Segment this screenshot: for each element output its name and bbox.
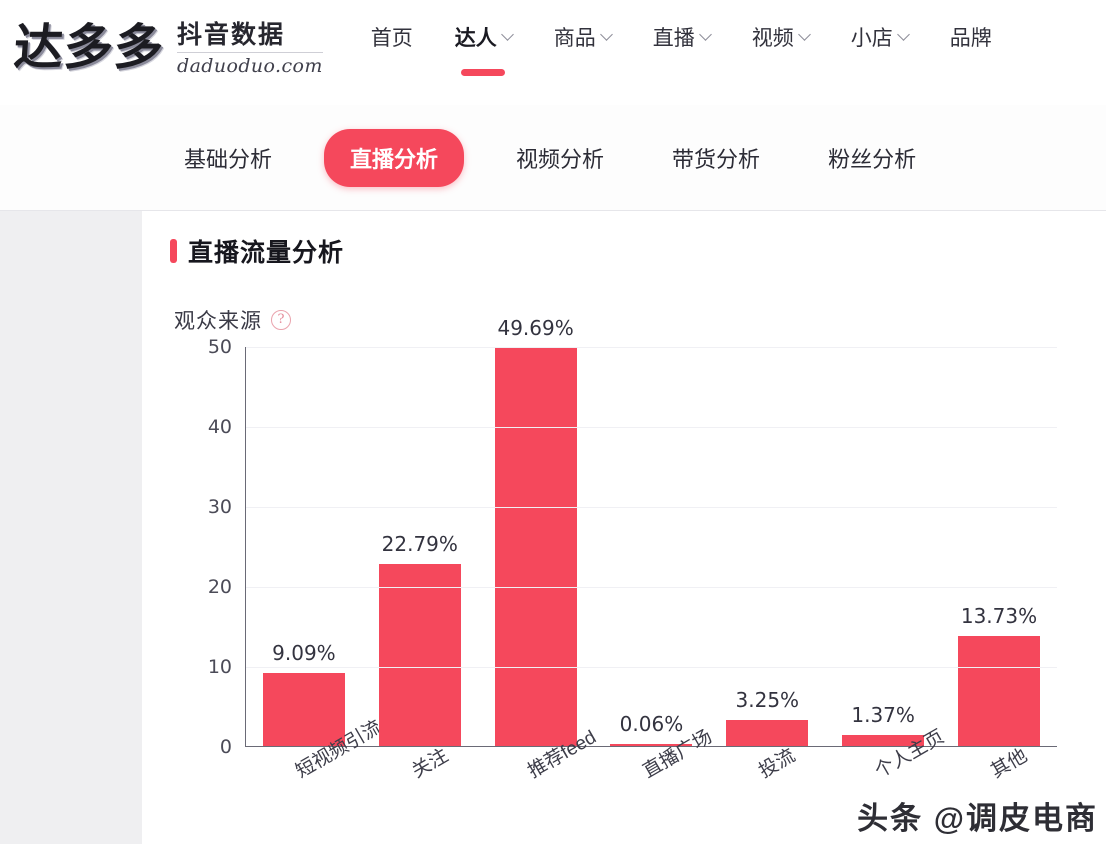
logo-subtitle-group: 抖音数据 daduoduo.com — [177, 17, 323, 78]
logo-divider — [177, 52, 323, 54]
tab-1[interactable]: 直播分析 — [324, 128, 465, 187]
site-logo[interactable]: 达多多 抖音数据 daduoduo.com — [0, 0, 323, 86]
chevron-down-icon — [500, 27, 514, 41]
bar[interactable] — [957, 636, 1040, 746]
bar[interactable] — [378, 563, 461, 746]
chart-caption-row: 观众来源 ? — [142, 269, 1106, 335]
nav-item-label: 首页 — [370, 27, 413, 50]
nav-item-1[interactable]: 达人 — [454, 22, 514, 82]
nav-item-label: 达人 — [454, 27, 497, 50]
bar-value-label: 49.69% — [497, 316, 574, 341]
logo-url: daduoduo.com — [177, 55, 323, 78]
y-axis-tick: 40 — [207, 416, 232, 438]
y-axis-tick: 20 — [207, 576, 232, 598]
y-axis-tick: 50 — [207, 336, 232, 358]
bar[interactable] — [262, 673, 345, 746]
nav-item-label: 直播 — [652, 27, 695, 50]
y-axis-tick: 10 — [207, 656, 232, 678]
tab-2[interactable]: 视频分析 — [500, 130, 620, 186]
logo-wordmark: 达多多 — [12, 18, 167, 76]
x-axis-label: 其他 — [987, 745, 1031, 783]
chart-plot-area: 9.09% 短视频引流 22.79% 关注 49.69% 推荐feed 0.06% 直播广场 3… — [208, 316, 1057, 783]
bar[interactable] — [494, 348, 577, 746]
content-card: 直播流量分析 观众来源 ? 9.09% 短视频引流 22.79% 关注 49.69% 推荐… — [142, 211, 1106, 844]
y-axis-tick: 0 — [219, 736, 232, 758]
bar-column[interactable]: 13.73% 其他 — [957, 347, 1040, 783]
grid-line — [246, 427, 1057, 428]
grid-line — [246, 667, 1057, 668]
page-title: 直播流量分析 — [188, 239, 345, 267]
chevron-down-icon — [599, 27, 613, 41]
sub-tab-bar: 基础分析 直播分析 视频分析 带货分析 粉丝分析 — [0, 105, 1106, 211]
chevron-down-icon — [797, 27, 811, 41]
bar-value-label: 9.09% — [272, 641, 336, 666]
y-axis-tick: 30 — [207, 496, 232, 518]
bar-column[interactable]: 9.09% 短视频引流 — [262, 347, 385, 783]
bar[interactable] — [842, 735, 925, 746]
nav-item-3[interactable]: 直播 — [652, 22, 712, 82]
bar[interactable] — [610, 744, 693, 746]
page-body: 直播流量分析 观众来源 ? 9.09% 短视频引流 22.79% 关注 49.69% 推荐… — [0, 211, 1106, 844]
bar-value-label: 1.37% — [851, 703, 915, 728]
bar-column[interactable]: 22.79% 关注 — [378, 347, 461, 783]
bar-value-label: 13.73% — [960, 604, 1038, 629]
nav-item-5[interactable]: 小店 — [850, 22, 910, 82]
tab-label: 视频分析 — [516, 146, 605, 172]
grid-line — [246, 587, 1057, 588]
nav-item-2[interactable]: 商品 — [553, 22, 613, 82]
nav-item-4[interactable]: 视频 — [751, 22, 811, 82]
bar-value-label: 3.25% — [735, 688, 800, 712]
bar-column[interactable]: 3.25% 投流 — [726, 347, 809, 783]
tab-label: 粉丝分析 — [828, 146, 917, 172]
tab-label: 带货分析 — [672, 146, 761, 172]
tab-3[interactable]: 带货分析 — [656, 130, 776, 186]
section-header: 直播流量分析 — [142, 211, 1106, 269]
chart-caption: 观众来源 — [174, 310, 262, 333]
bar-value-label: 22.79% — [381, 531, 458, 556]
bar-column[interactable]: 49.69% 推荐feed — [494, 316, 600, 783]
chevron-down-icon — [698, 27, 712, 41]
active-nav-underline — [461, 69, 506, 76]
x-axis-label: 个人主页 — [871, 726, 948, 783]
main-navigation: 首页 达人 商品 直播 视频 小店 品牌 — [371, 0, 1106, 82]
section-accent-bar — [170, 239, 177, 263]
site-header: 达多多 抖音数据 daduoduo.com 首页 达人 商品 直播 视频 小店 品牌 — [0, 0, 1106, 105]
bar-column[interactable]: 1.37% 个人主页 — [842, 347, 948, 783]
tab-label: 直播分析 — [350, 146, 439, 172]
nav-item-0[interactable]: 首页 — [371, 22, 413, 82]
nav-item-label: 商品 — [553, 27, 596, 50]
help-icon[interactable]: ? — [271, 310, 291, 330]
nav-item-label: 品牌 — [949, 27, 992, 50]
tab-4[interactable]: 粉丝分析 — [812, 130, 932, 186]
nav-item-label: 视频 — [751, 27, 794, 50]
logo-subtitle-cn: 抖音数据 — [177, 20, 286, 49]
bar-value-label: 0.06% — [619, 712, 684, 736]
nav-item-label: 小店 — [850, 27, 893, 50]
chevron-down-icon — [896, 27, 910, 41]
chart-bars: 9.09% 短视频引流 22.79% 关注 49.69% 推荐feed 0.06% 直播广场 3… — [246, 316, 1057, 783]
x-axis-label: 投流 — [755, 745, 800, 783]
nav-item-6[interactable]: 品牌 — [950, 22, 992, 82]
grid-line — [246, 347, 1057, 348]
grid-line — [246, 507, 1057, 508]
watermark: 头条 @调皮电商 — [857, 801, 1098, 836]
tab-label: 基础分析 — [184, 146, 273, 172]
bar[interactable] — [726, 720, 809, 746]
x-axis-label: 关注 — [408, 745, 452, 783]
tab-0[interactable]: 基础分析 — [168, 130, 288, 186]
audience-source-chart: 9.09% 短视频引流 22.79% 关注 49.69% 推荐feed 0.06% 直播广场 3… — [142, 316, 1106, 844]
bar-column[interactable]: 0.06% 直播广场 — [610, 347, 716, 783]
